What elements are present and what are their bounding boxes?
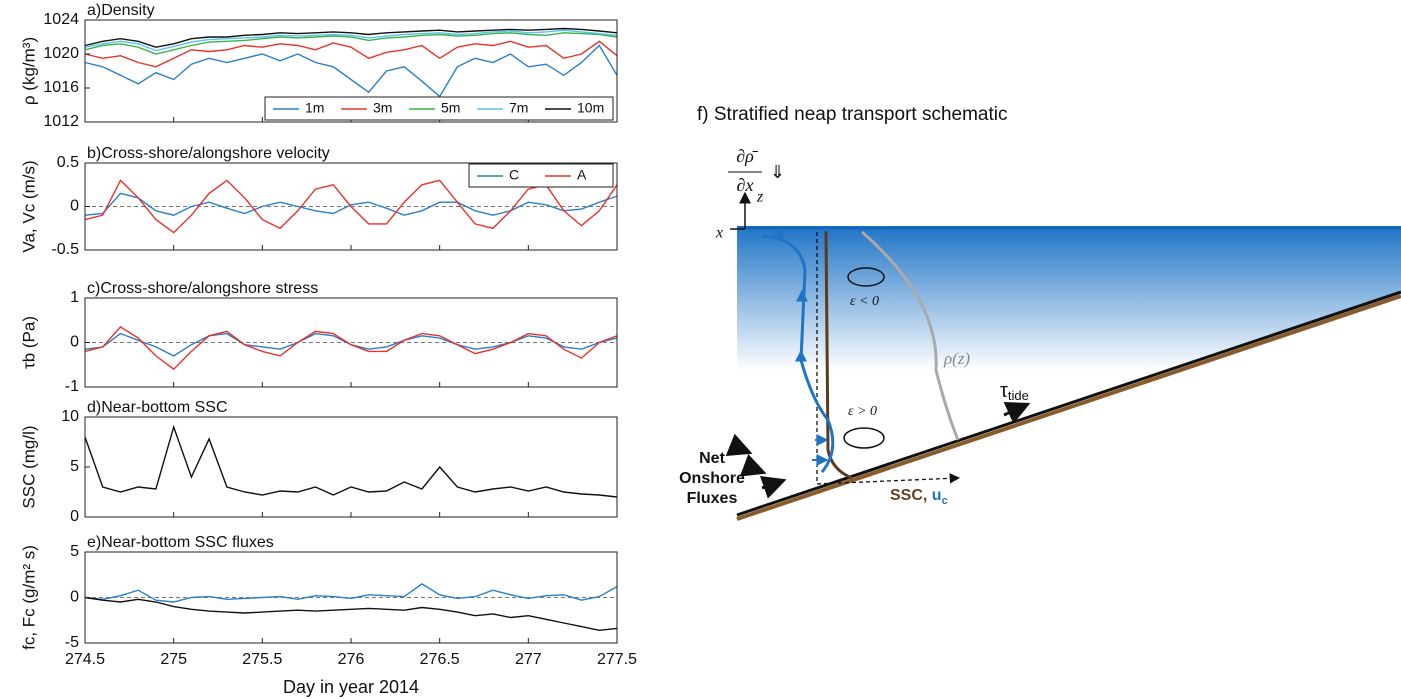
data-line [84, 325, 618, 371]
x-axis-label: Day in year 2014 [283, 677, 419, 697]
x-tick-label: 277.5 [597, 651, 637, 668]
y-tick-label: 0 [70, 508, 79, 525]
velocity-profile [761, 234, 835, 473]
y-tick-label: 10 [61, 408, 79, 425]
legend-label: 7m [509, 100, 528, 116]
z-label: z [756, 189, 764, 206]
data-line [84, 44, 618, 98]
legend-label: C [509, 167, 519, 183]
x-label: x [715, 225, 723, 242]
net-flux-label: Fluxes [687, 490, 738, 507]
ssc-profile [824, 230, 853, 480]
x-tick-label: 276 [338, 651, 365, 668]
panel-title: b)Cross-shore/alongshore velocity [87, 145, 330, 162]
panel-title: d)Near-bottom SSC [87, 399, 228, 416]
data-line [84, 424, 618, 498]
tau-subscript: tide [1008, 388, 1029, 403]
legend: 1m 3m 5m 7m 10m [264, 96, 614, 121]
data-line [84, 40, 618, 68]
y-tick-label: 1012 [43, 113, 79, 130]
gradient-arrow: ⇓ [770, 162, 785, 182]
legend-box [468, 163, 614, 188]
flux-arrow [725, 433, 753, 457]
schematic: f) Stratified neap transport schematic z… [679, 104, 1401, 521]
legend-box [264, 96, 614, 121]
net-flux-label: Net [699, 450, 725, 467]
y-tick-label: 1020 [43, 45, 79, 62]
eddy-label: ε < 0 [850, 294, 879, 309]
density-label: ρ(z) [943, 349, 970, 368]
x-tick-label: 275 [160, 651, 187, 668]
gradient-denominator: ∂x [737, 175, 754, 195]
y-tick-label: 1016 [43, 79, 79, 96]
y-tick-label: 1 [70, 289, 79, 306]
ssc-text: SSC, [890, 487, 932, 504]
panel-title: c)Cross-shore/alongshore stress [87, 280, 318, 297]
y-tick-label: -1 [65, 378, 79, 395]
y-axis-label: τb (Pa) [19, 316, 38, 369]
legend-label: 5m [441, 100, 460, 116]
u-subscript: c [942, 495, 948, 507]
flux-arrow [739, 454, 767, 477]
y-axis-label: ρ (kg/m³) [19, 37, 38, 105]
eddy [843, 427, 885, 449]
data-line [84, 29, 618, 52]
u-symbol: u [932, 487, 942, 504]
data-line [84, 192, 618, 216]
plot-frame [84, 416, 618, 518]
y-axis-label: Va, Vc (m/s) [19, 160, 38, 252]
net-flux-label: Onshore [679, 470, 745, 487]
flux-arrow [816, 473, 961, 485]
seabed [736, 290, 1401, 517]
water [737, 226, 1401, 516]
panel-title: a)Density [87, 2, 155, 19]
legend-label: 10m [577, 100, 604, 116]
tide-arrow [1003, 402, 1031, 424]
y-tick-label: 0 [70, 334, 79, 351]
y-axis-label: SSC (mg/l) [19, 425, 38, 508]
x-tick-label: 275.5 [242, 651, 282, 668]
y-tick-label: 5 [70, 458, 79, 475]
y-tick-label: 1024 [43, 11, 79, 28]
data-line [84, 32, 618, 55]
data-line [84, 179, 618, 234]
tau-symbol: τ [1000, 380, 1008, 402]
y-axis-label: fc, Fc (g/m² s) [19, 545, 38, 650]
density-profile [861, 230, 960, 441]
legend-label: 3m [373, 100, 392, 116]
data-line [84, 596, 618, 632]
data-line [84, 583, 618, 603]
x-tick-label: 276.5 [420, 651, 460, 668]
legend-label: A [577, 167, 587, 183]
schematic-title: f) Stratified neap transport schematic [697, 104, 1007, 125]
flux-arrow [759, 476, 787, 499]
gradient-numerator: ∂ρ̄ [736, 146, 759, 166]
x-tick-label: 274.5 [65, 651, 105, 668]
seabed-sediment [736, 294, 1401, 521]
y-tick-label: 0 [70, 589, 79, 606]
eddy [847, 267, 885, 287]
x-tick-label: 277 [515, 651, 542, 668]
eddy-label: ε > 0 [848, 404, 877, 419]
y-tick-label: 5 [70, 543, 79, 560]
y-tick-label: 0.5 [57, 154, 79, 171]
legend-label: 1m [305, 100, 324, 116]
y-tick-label: -5 [65, 634, 79, 651]
y-tick-label: 0 [70, 198, 79, 215]
data-line [84, 27, 618, 48]
panel-title: e)Near-bottom SSC fluxes [87, 534, 274, 551]
ssc-label: SSC, uc [890, 487, 948, 507]
y-tick-label: -0.5 [51, 241, 79, 258]
tau-label: τtide [1000, 380, 1029, 403]
